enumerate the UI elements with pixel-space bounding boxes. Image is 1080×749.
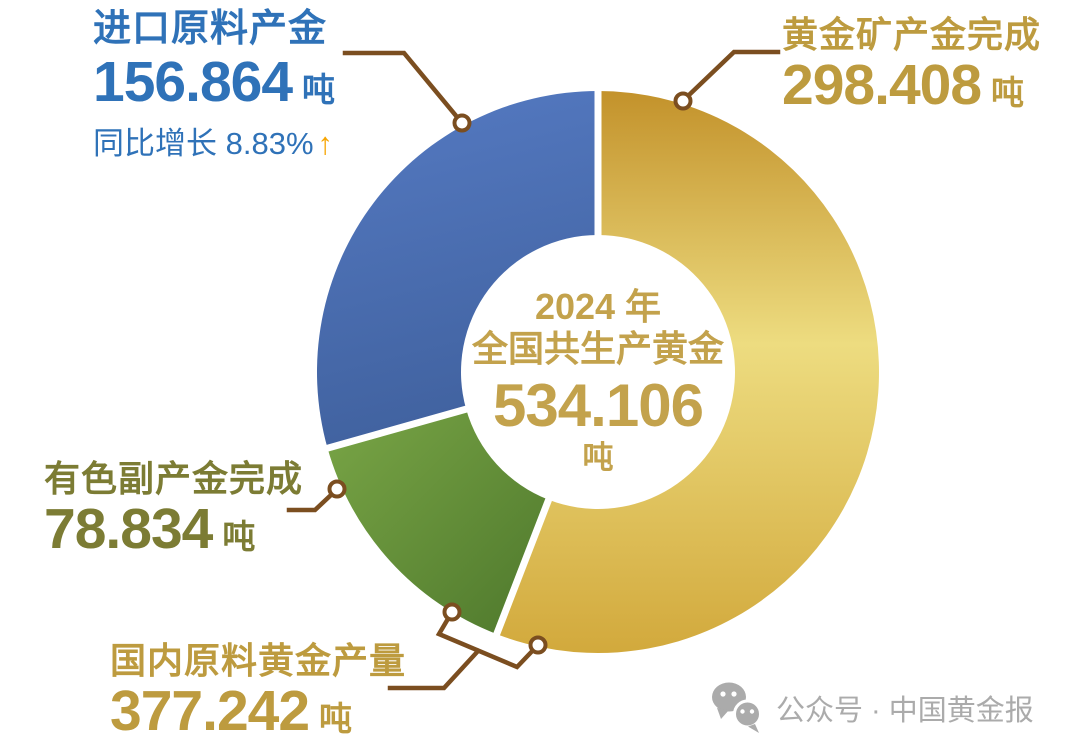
center-unit: 吨 <box>582 439 614 475</box>
leader-line-byproduct <box>286 490 336 513</box>
callout-domestic-value: 377.242 <box>110 679 310 744</box>
yoy-text: 同比增长 8.83% <box>93 125 314 161</box>
leader-lines <box>286 49 781 691</box>
callout-byproduct: 有色副产金完成 78.834 吨 <box>44 458 303 558</box>
anchor-dot-mined <box>673 91 693 111</box>
callout-byproduct-unit: 吨 <box>222 518 256 556</box>
callout-imported-title: 进口原料产金 <box>93 8 328 50</box>
callout-byproduct-value: 78.834 <box>44 497 213 562</box>
callout-byproduct-title: 有色副产金完成 <box>44 458 304 499</box>
slice-separator <box>491 370 602 641</box>
center-value: 534.106 <box>493 371 704 439</box>
watermark-text: 公众号 · 中国黄金报 <box>776 695 1034 727</box>
callout-mined-title: 黄金矿产金完成 <box>782 14 1042 55</box>
anchor-dot-imported <box>452 113 472 133</box>
callout-domestic-unit: 吨 <box>319 700 353 738</box>
callout-mined: 黄金矿产金完成 298.408 吨 <box>782 14 1041 114</box>
callout-domestic-title: 国内原料黄金产量 <box>110 640 407 681</box>
up-arrow-icon: ↑ <box>317 125 334 161</box>
slice-separators <box>320 85 602 641</box>
slice-mined <box>496 91 880 653</box>
callout-imported-value: 156.864 <box>93 49 293 114</box>
callout-mined-value: 298.408 <box>782 53 982 118</box>
callout-mined-unit: 吨 <box>991 74 1025 112</box>
center-year: 2024 年 <box>534 286 662 327</box>
donut-center-label: 2024 年 全国共生产黄金 534.106 吨 <box>438 286 758 477</box>
anchor-dot-domestic-green <box>442 602 462 622</box>
leader-line-mined <box>684 49 781 100</box>
leader-line-imported <box>342 50 461 121</box>
wechat-icon <box>712 682 762 733</box>
slice-byproduct <box>327 409 549 635</box>
callout-imported-unit: 吨 <box>302 70 336 108</box>
watermark: 公众号 · 中国黄金报 <box>708 680 1034 736</box>
callout-domestic: 国内原料黄金产量 377.242 吨 <box>110 640 406 740</box>
anchor-dots <box>327 91 693 655</box>
donut-slices <box>317 91 880 653</box>
callout-imported-yoy: 同比增长 8.83% ↑ <box>93 118 335 163</box>
callout-imported: 进口原料产金 156.864 吨 同比增长 8.83% ↑ <box>93 8 335 163</box>
center-title: 全国共生产黄金 <box>471 328 724 370</box>
anchor-dot-domestic-gold <box>528 635 548 655</box>
leader-stem-domestic <box>387 647 482 691</box>
slice-imported <box>317 91 598 449</box>
anchor-dot-byproduct <box>327 479 347 499</box>
slice-separator <box>320 368 599 454</box>
